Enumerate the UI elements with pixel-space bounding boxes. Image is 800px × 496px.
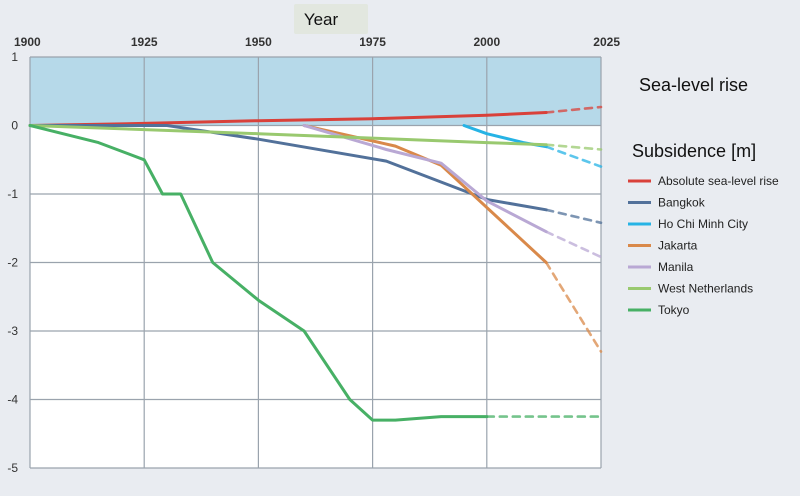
series-manila-line	[302, 124, 548, 234]
legend-label-west-netherlands: West Netherlands	[658, 282, 753, 296]
legend-label-manila: Manila	[658, 260, 694, 274]
y-tick-label--1: -1	[7, 187, 18, 201]
legend-label-jakarta: Jakarta	[658, 239, 698, 253]
series-absolute-sea-level-rise-line	[28, 111, 548, 127]
x-axis-label: Year	[304, 10, 339, 29]
x-tick-label-1900: 1900	[14, 35, 41, 49]
series-manila-projection	[544, 230, 603, 259]
legend-label-ho-chi-minh-city: Ho Chi Minh City	[658, 217, 748, 231]
y-tick-label-0: 0	[11, 119, 18, 133]
series-bangkok-line	[28, 124, 548, 212]
x-tick-label-1925: 1925	[131, 35, 158, 49]
x-axis-label-background	[294, 4, 368, 34]
y-tick-label--2: -2	[7, 256, 18, 270]
y-tick-label--3: -3	[7, 324, 18, 338]
legend-label-tokyo: Tokyo	[658, 303, 690, 317]
series-jakarta-projection	[544, 261, 603, 353]
series-west-netherlands-projection	[544, 143, 603, 151]
x-tick-label-2025: 2025	[593, 35, 620, 49]
series-lines	[28, 105, 603, 422]
y-tick-label--5: -5	[7, 461, 18, 475]
series-tokyo-line	[28, 124, 489, 422]
series-west-netherlands-line	[28, 124, 548, 147]
legend-label-bangkok: Bangkok	[658, 196, 706, 210]
series-bangkok-projection	[544, 208, 603, 225]
series-ho-chi-minh-city-projection	[544, 145, 603, 168]
x-tick-label-1975: 1975	[359, 35, 386, 49]
grid-lines	[29, 56, 602, 469]
legend: Absolute sea-level rise Bangkok Ho Chi Min…	[628, 174, 779, 317]
y-tick-label-1: 1	[11, 50, 18, 64]
legend-label-absolute-sea-level-rise: Absolute sea-level rise	[658, 174, 779, 188]
series-absolute-sea-level-rise-projection	[544, 105, 603, 114]
legend-title: Subsidence [m]	[632, 141, 756, 161]
x-axis-ticks: 1900 1925 1950 1975 2000 2025	[14, 35, 620, 49]
sea-level-rise-label: Sea-level rise	[639, 75, 748, 95]
x-tick-label-2000: 2000	[473, 35, 500, 49]
x-tick-label-1950: 1950	[245, 35, 272, 49]
y-axis-ticks: 1 0 -1 -2 -3 -4 -5	[7, 50, 18, 475]
y-tick-label--4: -4	[7, 393, 18, 407]
